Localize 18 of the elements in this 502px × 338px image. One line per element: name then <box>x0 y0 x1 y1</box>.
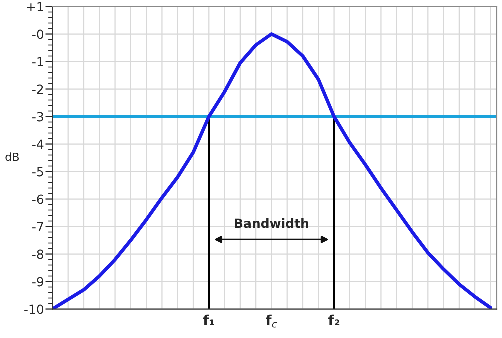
y-tick-label: -3 <box>32 112 44 122</box>
y-tick-label: -4 <box>32 140 44 150</box>
y-tick-label: -0 <box>32 30 44 40</box>
x-tick-label: f₂ <box>328 314 340 326</box>
x-tick-label: f$_{c}$ <box>266 314 278 328</box>
y-tick-label: -1 <box>32 57 44 67</box>
y-tick-label: -8 <box>32 250 44 260</box>
line-series <box>52 32 492 310</box>
y-tick-label: -10 <box>24 304 44 314</box>
annotation: Bandwidth <box>235 218 308 228</box>
y-tick-label: -9 <box>32 277 44 287</box>
y-tick-label: -7 <box>32 222 44 232</box>
y-tick-label: -6 <box>32 194 44 204</box>
y-tick-label: -2 <box>32 84 44 94</box>
y-tick-label: +1 <box>27 2 44 12</box>
y-tick-label: -5 <box>32 167 44 177</box>
x-tick-label: f₁ <box>203 314 214 326</box>
y-axis-title: dB <box>6 152 20 162</box>
